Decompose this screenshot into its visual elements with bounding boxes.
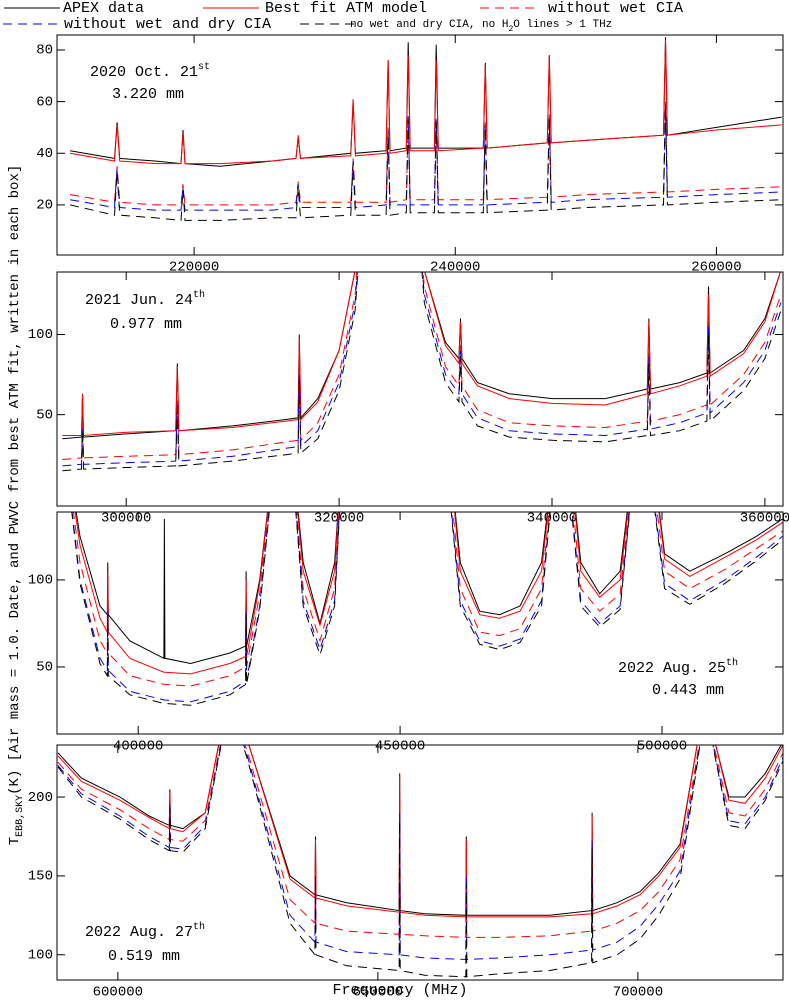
x-axis-label: Frequency (MHz) xyxy=(332,982,467,999)
x-tick-label: 360000 xyxy=(740,511,789,527)
y-axis-label-part: T xyxy=(7,837,23,845)
x-tick-label: 340000 xyxy=(527,511,577,527)
legend-label: Best fit ATM model xyxy=(265,0,427,17)
legend-label-part: 2 xyxy=(508,25,513,34)
plot-area xyxy=(62,272,782,472)
series-line xyxy=(69,106,782,221)
series-line xyxy=(62,272,782,467)
x-tick-label: 600000 xyxy=(93,985,143,1000)
series-line xyxy=(72,512,783,687)
date-part: 2021 Jun. 24 xyxy=(85,292,193,309)
date-annotation: 2022 Aug. 25th xyxy=(618,657,738,677)
pwv-annotation: 0.977 mm xyxy=(110,316,182,333)
y-tick-label: 100 xyxy=(28,327,53,343)
x-tick-label: 260000 xyxy=(691,260,741,276)
y-tick-label: 100 xyxy=(28,947,53,963)
y-axis-label-part: (K) [Air mass = 1.0. Date, and PWVC from… xyxy=(7,165,23,795)
y-tick-label: 40 xyxy=(36,146,53,162)
x-tick-label: 300000 xyxy=(101,511,151,527)
x-tick-label: 500000 xyxy=(637,739,687,755)
series-line xyxy=(74,512,783,675)
plot-area xyxy=(69,37,782,221)
pwv-annotation: 0.519 mm xyxy=(108,948,180,965)
date-part: th xyxy=(726,657,738,669)
series-line xyxy=(71,512,783,706)
date-annotation: 2021 Jun. 24th xyxy=(85,289,205,309)
plot-area xyxy=(71,512,783,706)
legend-label: without wet and dry CIA xyxy=(64,16,271,33)
date-part: st xyxy=(198,62,210,73)
y-tick-label: 20 xyxy=(36,198,53,214)
series-line xyxy=(57,745,783,918)
series-line xyxy=(57,745,783,978)
plot-frame xyxy=(56,34,784,256)
legend-label: APEX data xyxy=(63,0,144,17)
date-part: th xyxy=(193,289,205,301)
series-line xyxy=(57,745,783,961)
y-tick-label: 80 xyxy=(36,43,53,59)
series-line xyxy=(70,39,782,165)
y-tick-label: 150 xyxy=(28,869,53,885)
plot-frame xyxy=(56,511,784,735)
y-tick-label: 50 xyxy=(36,660,53,676)
legend-label-part: O lines > 1 THz xyxy=(513,19,612,31)
legend-label-part: no wet and dry CIA, no H xyxy=(350,19,508,31)
series-line xyxy=(75,512,783,665)
plot-frame xyxy=(56,271,784,507)
pwv-annotation: 3.220 mm xyxy=(112,86,184,103)
date-annotation: 2022 Aug. 27th xyxy=(85,921,205,941)
legend-label: without wet CIA xyxy=(548,0,683,17)
y-tick-label: 50 xyxy=(36,407,53,423)
x-tick-label: 450000 xyxy=(375,739,425,755)
y-tick-label: 100 xyxy=(28,573,53,589)
plot-area xyxy=(57,745,783,978)
series-line xyxy=(70,101,782,206)
date-part: 2022 Aug. 27 xyxy=(85,924,193,941)
x-tick-label: 400000 xyxy=(113,739,163,755)
date-part: 2022 Aug. 25 xyxy=(618,660,726,677)
date-part: 2020 Oct. 21 xyxy=(90,64,198,81)
x-tick-label: 240000 xyxy=(430,260,480,276)
y-axis-label: TEBB,SKY(K) [Air mass = 1.0. Date, and P… xyxy=(7,165,26,846)
series-line xyxy=(62,272,782,472)
y-tick-label: 200 xyxy=(28,790,53,806)
series-line xyxy=(62,272,781,440)
series-line xyxy=(70,104,782,211)
y-tick-label: 60 xyxy=(36,94,53,110)
series-line xyxy=(62,272,782,460)
legend-label: no wet and dry CIA, no H2O lines > 1 THz xyxy=(350,19,612,34)
plot-frame xyxy=(56,744,784,981)
pwv-annotation: 0.443 mm xyxy=(652,682,724,699)
series-line xyxy=(57,745,783,938)
x-tick-label: 220000 xyxy=(169,260,219,276)
date-annotation: 2020 Oct. 21st xyxy=(90,62,210,81)
series-line xyxy=(71,512,783,703)
y-axis-label-part: EBB,SKY xyxy=(15,795,26,837)
series-line xyxy=(62,272,781,437)
x-tick-label: 650000 xyxy=(353,985,403,1000)
date-part: th xyxy=(193,921,205,933)
x-tick-label: 700000 xyxy=(613,985,663,1000)
